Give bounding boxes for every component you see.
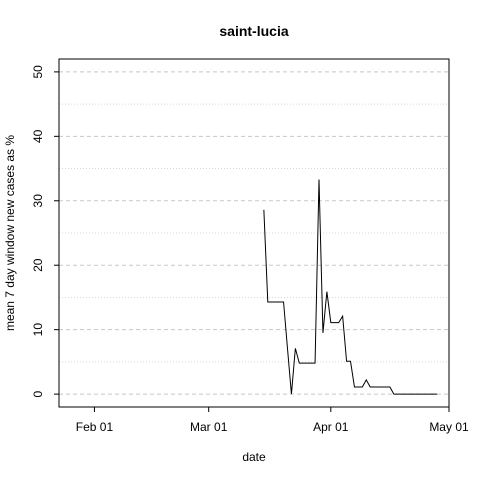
series-line — [263, 179, 438, 395]
y-axis: 0 10 20 30 40 50 — [31, 65, 59, 397]
series-layer — [263, 179, 438, 395]
x-axis-label: date — [242, 450, 266, 464]
x-tick-label: Apr 01 — [313, 420, 349, 434]
y-axis-label: mean 7 day window new cases as % — [3, 135, 17, 331]
x-tick-label: Feb 01 — [76, 420, 114, 434]
chart-title: saint-lucia — [219, 23, 288, 39]
y-tick-label: 0 — [31, 390, 45, 397]
y-tick-label: 20 — [31, 258, 45, 272]
y-tick-label: 10 — [31, 323, 45, 337]
x-axis: Feb 01 Mar 01 Apr 01 May 01 — [76, 407, 469, 434]
y-tick-label: 40 — [31, 129, 45, 143]
x-tick-label: May 01 — [429, 420, 469, 434]
y-tick-label: 30 — [31, 194, 45, 208]
y-tick-label: 50 — [31, 65, 45, 79]
x-tick-label: Mar 01 — [190, 420, 228, 434]
grid — [59, 71, 449, 395]
plot-frame — [58, 58, 450, 408]
